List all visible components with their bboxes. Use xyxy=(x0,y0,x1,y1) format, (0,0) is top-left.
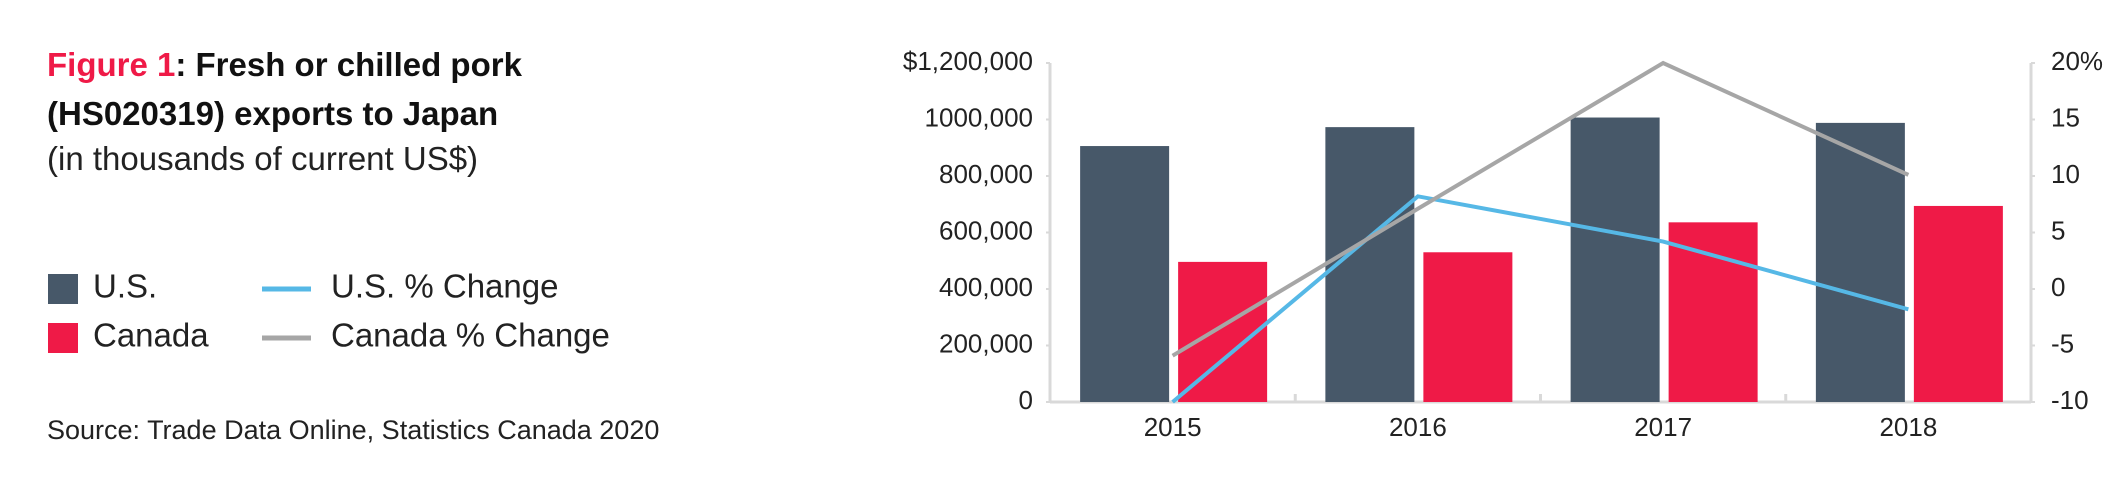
y-tick-label: 800,000 xyxy=(939,159,1033,189)
title-text: : Fresh or chilled pork (HS020319) expor… xyxy=(47,46,522,132)
y2-tick-label: -5 xyxy=(2051,328,2074,358)
y-tick-label: 400,000 xyxy=(939,272,1033,302)
line xyxy=(1171,60,1910,358)
title-label: Figure 1 xyxy=(47,46,176,83)
y2-tick-label: 15 xyxy=(2051,102,2080,132)
y-tick-label: $1,200,000 xyxy=(903,46,1033,76)
legend-label: Canada xyxy=(93,317,209,354)
line xyxy=(1171,194,1909,404)
y2-tick-label: 20% xyxy=(2051,46,2103,76)
y2-tick-label: -10 xyxy=(2051,385,2089,415)
y2-tick-label: 5 xyxy=(2051,215,2065,245)
source: Source: Trade Data Online, Statistics Ca… xyxy=(47,415,659,445)
legend-swatch xyxy=(48,274,78,304)
y-tick-label: 1000,000 xyxy=(925,102,1033,132)
x-tick-label: 2017 xyxy=(1634,412,1692,442)
y2-tick-label: 10 xyxy=(2051,159,2080,189)
bar xyxy=(1815,122,1905,402)
bar xyxy=(1570,117,1660,403)
x-tick-label: 2018 xyxy=(1879,412,1937,442)
bar xyxy=(1913,205,2003,402)
bar xyxy=(1080,146,1170,402)
chart-title: Figure 1: Fresh or chilled pork (HS02031… xyxy=(47,40,607,138)
y-tick-label: 600,000 xyxy=(939,215,1033,245)
legend-label: Canada % Change xyxy=(331,317,610,354)
bar xyxy=(1668,222,1758,402)
subtitle: (in thousands of current US$) xyxy=(47,140,479,177)
y2-tick-label: 0 xyxy=(2051,272,2065,302)
bar xyxy=(1423,252,1513,402)
legend-label: U.S. % Change xyxy=(331,268,558,305)
y-tick-label: 0 xyxy=(1019,385,1033,415)
x-tick-label: 2015 xyxy=(1144,412,1202,442)
legend-swatch xyxy=(48,323,78,353)
bar xyxy=(1325,127,1415,402)
x-tick-label: 2016 xyxy=(1389,412,1447,442)
legend-label: U.S. xyxy=(93,268,157,305)
bar xyxy=(1178,261,1268,402)
y-tick-label: 200,000 xyxy=(939,328,1033,358)
